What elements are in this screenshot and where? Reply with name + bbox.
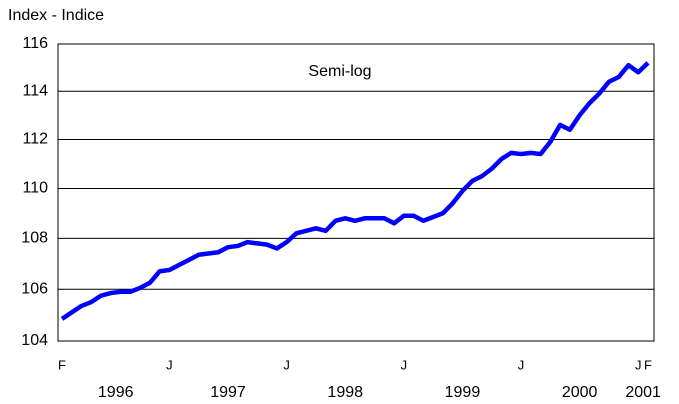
y-tick-label: 104	[21, 332, 48, 349]
x-tick-label: J	[518, 357, 525, 372]
year-label: 2001	[625, 384, 661, 401]
x-tick-label: J	[283, 357, 290, 372]
year-label: 1998	[327, 384, 363, 401]
x-tick-label: J	[401, 357, 408, 372]
x-tick-label: F	[644, 357, 652, 372]
y-tick-label: 110	[22, 180, 48, 197]
x-tick-label: F	[58, 357, 66, 372]
x-tick-label: J	[635, 357, 642, 372]
y-tick-label: 116	[22, 35, 48, 52]
y-tick-label: 112	[22, 131, 48, 148]
year-label: 1997	[210, 384, 246, 401]
y-tick-label: 108	[21, 230, 48, 247]
year-label: 1999	[445, 384, 481, 401]
data-line	[60, 61, 650, 321]
x-tick-label: J	[166, 357, 173, 372]
y-tick-label: 106	[21, 280, 48, 297]
y-tick-label: 114	[22, 83, 48, 100]
annotation: Semi-log	[308, 63, 371, 80]
year-label: 1996	[98, 384, 134, 401]
chart-title: Index - Indice	[8, 7, 104, 24]
plot-border	[57, 43, 655, 342]
year-label: 2000	[562, 384, 598, 401]
